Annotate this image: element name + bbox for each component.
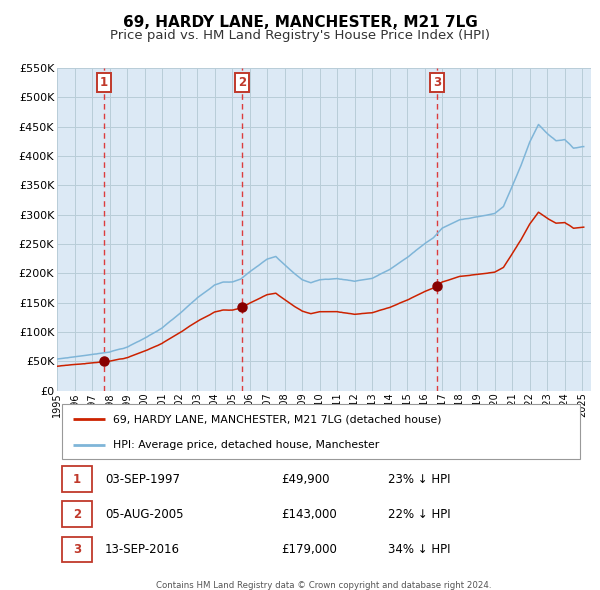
Text: 2: 2 [238,76,247,89]
Text: 69, HARDY LANE, MANCHESTER, M21 7LG: 69, HARDY LANE, MANCHESTER, M21 7LG [122,15,478,30]
Text: 2: 2 [73,508,81,521]
Text: 1: 1 [100,76,108,89]
Text: 03-SEP-1997: 03-SEP-1997 [105,473,180,486]
Text: HPI: Average price, detached house, Manchester: HPI: Average price, detached house, Manc… [113,440,379,450]
Text: 34% ↓ HPI: 34% ↓ HPI [388,543,451,556]
FancyBboxPatch shape [62,466,92,492]
FancyBboxPatch shape [62,536,92,562]
FancyBboxPatch shape [62,502,92,527]
Text: 05-AUG-2005: 05-AUG-2005 [105,508,184,521]
Text: 3: 3 [73,543,81,556]
Text: 22% ↓ HPI: 22% ↓ HPI [388,508,451,521]
FancyBboxPatch shape [62,404,580,459]
Text: 1: 1 [73,473,81,486]
Text: 13-SEP-2016: 13-SEP-2016 [105,543,180,556]
Text: 23% ↓ HPI: 23% ↓ HPI [388,473,451,486]
Text: Price paid vs. HM Land Registry's House Price Index (HPI): Price paid vs. HM Land Registry's House … [110,30,490,42]
Text: Contains HM Land Registry data © Crown copyright and database right 2024.: Contains HM Land Registry data © Crown c… [156,581,492,590]
Text: 3: 3 [433,76,441,89]
Text: £143,000: £143,000 [281,508,337,521]
Text: 69, HARDY LANE, MANCHESTER, M21 7LG (detached house): 69, HARDY LANE, MANCHESTER, M21 7LG (det… [113,414,442,424]
Text: £49,900: £49,900 [281,473,330,486]
Text: £179,000: £179,000 [281,543,337,556]
